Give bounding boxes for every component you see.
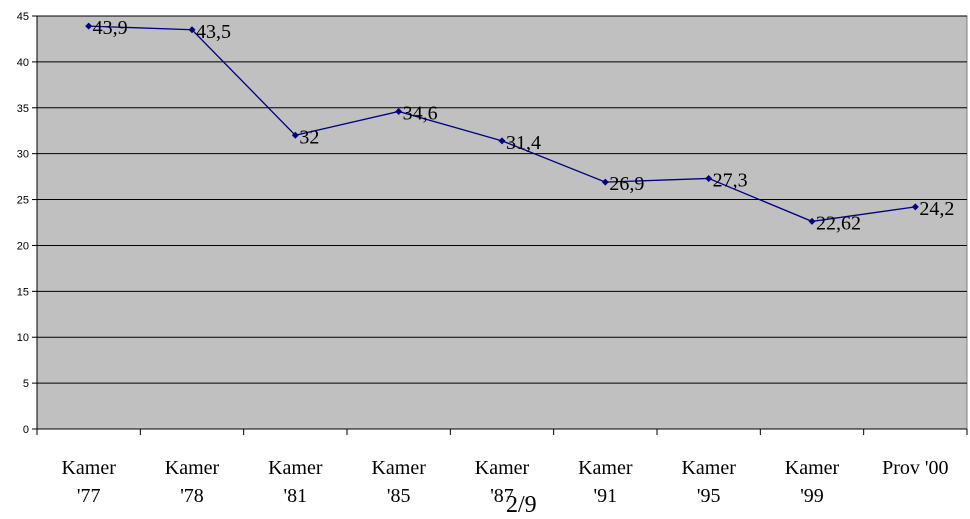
- x-tick-label: Kamer '85: [371, 457, 426, 507]
- y-tick-label: 10: [17, 332, 29, 344]
- y-tick-label: 35: [17, 103, 29, 115]
- y-tick-label: 20: [17, 240, 29, 252]
- y-tick-label: 5: [23, 378, 29, 390]
- data-point: [808, 217, 816, 225]
- x-tick-label: Kamer '78: [165, 457, 220, 507]
- x-tick-label: Kamer '95: [681, 457, 736, 507]
- data-point: [498, 137, 506, 145]
- x-tick-label: Kamer '77: [61, 457, 116, 507]
- data-label: 22,62: [816, 212, 861, 234]
- y-tick-label: 30: [17, 149, 29, 161]
- y-axis: 0 5 10 15 20 25 30 35 40 45: [17, 11, 38, 436]
- data-point: [911, 203, 919, 211]
- data-label: 34,6: [403, 102, 438, 124]
- data-point: [601, 178, 609, 186]
- x-tick-label: Kamer '91: [578, 457, 633, 507]
- data-point: [188, 26, 196, 34]
- data-label: 24,2: [919, 198, 954, 220]
- x-tick-label: Prov '00: [882, 457, 948, 479]
- data-point: [705, 174, 713, 182]
- gridlines: [37, 15, 967, 384]
- x-tick-label: Kamer '81: [268, 457, 323, 507]
- data-point: [85, 22, 93, 30]
- data-label: 26,9: [609, 173, 644, 195]
- data-label: 32: [299, 126, 319, 148]
- data-labels: 43,9 43,5 32 34,6 31,4 26,9 27,3 22,62 24,2: [93, 17, 955, 234]
- data-label: 43,5: [196, 21, 231, 43]
- data-label: 31,4: [506, 132, 541, 154]
- data-markers: [85, 22, 919, 225]
- page-number: 2/9: [506, 492, 537, 518]
- y-tick-label: 15: [17, 286, 29, 298]
- data-label: 43,9: [93, 17, 128, 39]
- data-label: 27,3: [713, 169, 748, 191]
- y-tick-label: 40: [17, 57, 29, 69]
- data-point: [291, 131, 299, 139]
- y-tick-label: 0: [23, 424, 29, 436]
- data-point: [395, 107, 403, 115]
- y-tick-label: 45: [17, 11, 29, 23]
- x-axis: Kamer '77 Kamer '78 Kamer '81 Kamer '85 Kamer '87…: [36, 428, 968, 507]
- x-tick-label: Kamer '99: [785, 457, 840, 507]
- y-tick-label: 25: [17, 195, 29, 207]
- x-tick-label: Kamer '87: [475, 457, 530, 507]
